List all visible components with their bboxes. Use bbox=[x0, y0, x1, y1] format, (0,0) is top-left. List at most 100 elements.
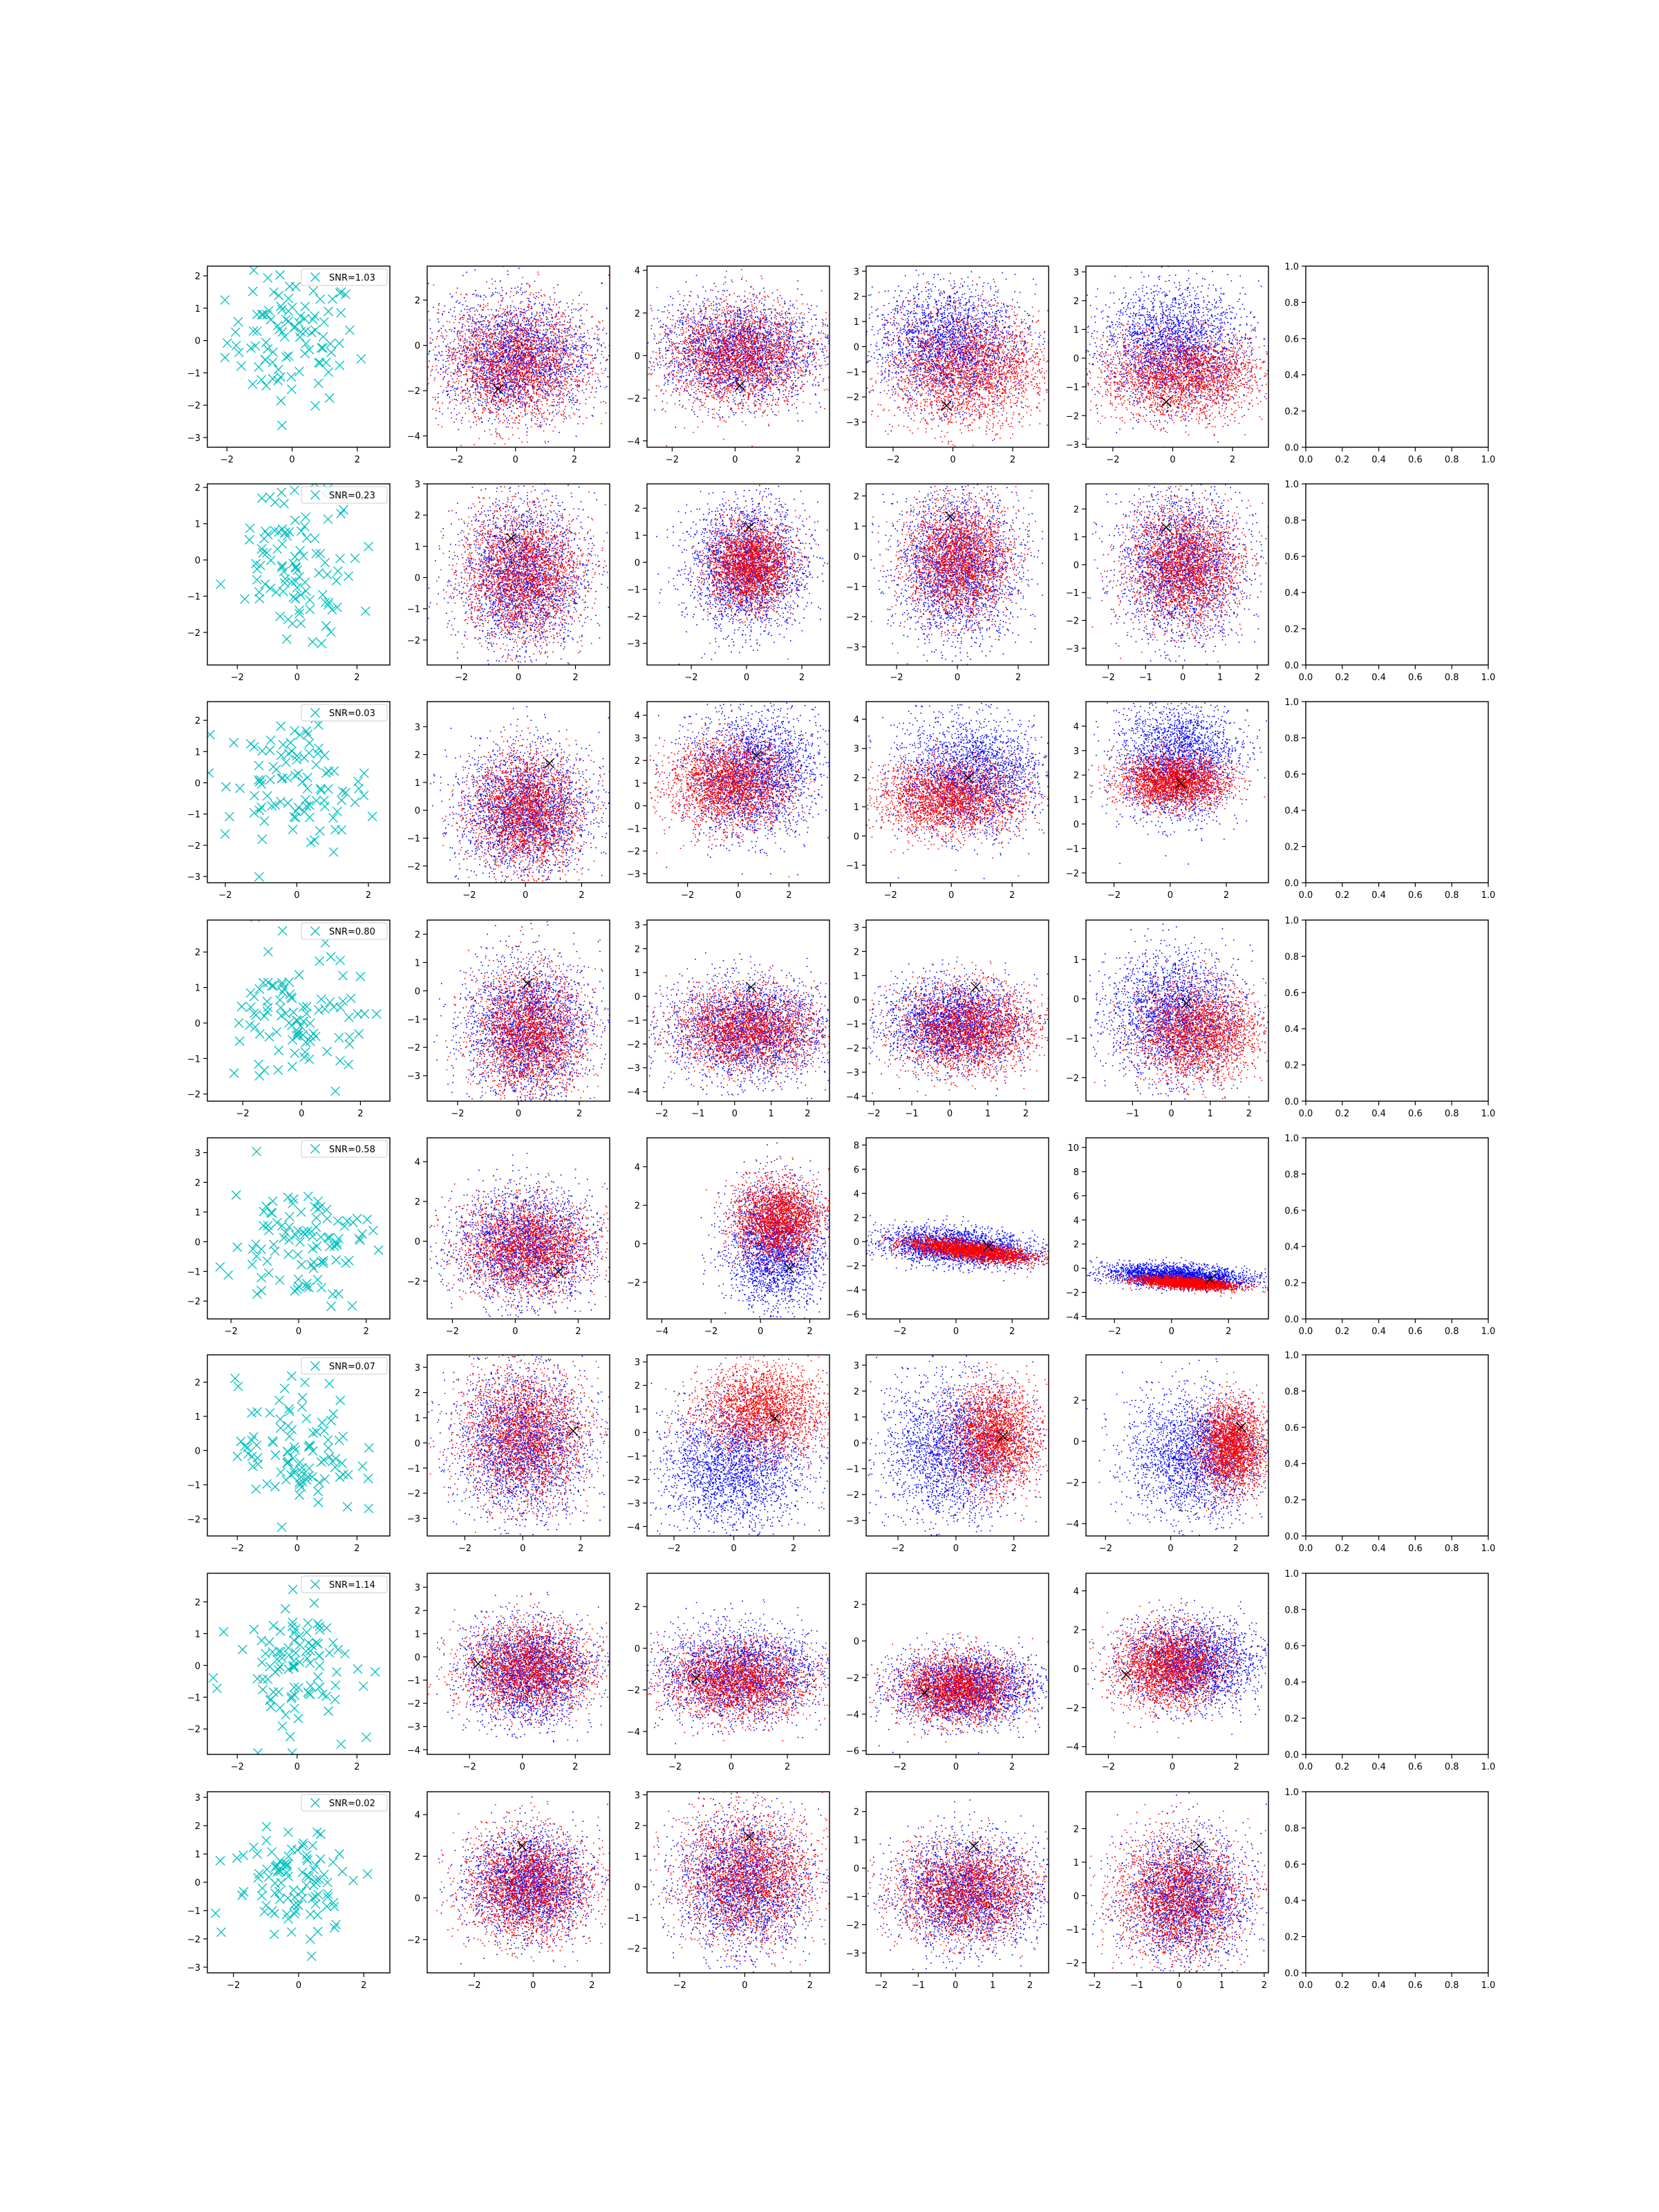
y-tick-label: 0 bbox=[415, 1438, 420, 1449]
data-point-x bbox=[283, 532, 292, 541]
y-tick-label: −1 bbox=[407, 834, 420, 845]
data-point-x bbox=[301, 1378, 310, 1387]
y-tick-label: 2 bbox=[635, 756, 640, 767]
x-tick-label: 2 bbox=[795, 455, 800, 465]
data-point-x bbox=[349, 693, 358, 702]
data-point-x bbox=[227, 906, 236, 915]
data-point-x bbox=[285, 977, 294, 986]
y-tick-label: −3 bbox=[187, 433, 200, 444]
x-tick-label: 0 bbox=[953, 1980, 958, 1991]
y-tick-label: 2 bbox=[854, 1600, 859, 1611]
data-point-x bbox=[205, 769, 214, 778]
data-point-x bbox=[269, 982, 278, 991]
data-point-x bbox=[254, 761, 263, 770]
data-point-x bbox=[252, 1485, 261, 1494]
y-tick-label: −1 bbox=[407, 1464, 420, 1474]
data-point-x bbox=[332, 576, 341, 585]
y-tick-label: 0 bbox=[1074, 820, 1079, 830]
x-tick-label: 0 bbox=[294, 1762, 300, 1772]
data-point-x bbox=[302, 1414, 311, 1423]
y-tick-label: −2 bbox=[407, 636, 420, 646]
data-point-x bbox=[276, 1003, 285, 1012]
data-point-x bbox=[265, 746, 274, 755]
data-point-x bbox=[277, 563, 286, 572]
x-tick-label: 0 bbox=[516, 1109, 521, 1119]
x-tick-label: −2 bbox=[867, 1109, 880, 1119]
data-point-x bbox=[234, 348, 243, 357]
y-tick-label: 3 bbox=[635, 1358, 640, 1368]
data-point-x bbox=[358, 1461, 367, 1470]
x-tick-label: 2 bbox=[786, 890, 791, 901]
y-tick-label: 2 bbox=[415, 1197, 420, 1208]
data-point-x bbox=[263, 1479, 272, 1488]
y-tick-label: −4 bbox=[1066, 1743, 1079, 1753]
y-tick-label: −2 bbox=[407, 1277, 420, 1287]
data-point-x bbox=[216, 1928, 225, 1937]
y-tick-label: −1 bbox=[627, 1913, 640, 1924]
data-point-x bbox=[331, 1920, 340, 1929]
center-marker bbox=[770, 1414, 780, 1423]
data-point-x bbox=[263, 1865, 272, 1874]
x-tick-label: 2 bbox=[354, 673, 359, 683]
data-point-x bbox=[276, 995, 285, 1004]
x-tick-label: 1 bbox=[1219, 1980, 1224, 1991]
x-tick-label: 1 bbox=[768, 1109, 774, 1119]
y-tick-label: 0 bbox=[854, 995, 859, 1006]
data-point-x bbox=[277, 305, 286, 314]
data-point-x bbox=[280, 499, 289, 508]
data-point-x bbox=[314, 379, 323, 388]
y-tick-label: 2 bbox=[195, 1378, 200, 1389]
data-point-x bbox=[290, 727, 299, 735]
y-tick-label: 1 bbox=[195, 1412, 200, 1423]
data-point-x bbox=[293, 1284, 302, 1293]
data-point-x bbox=[229, 1069, 238, 1078]
data-point-x bbox=[291, 1445, 300, 1454]
x-tick-label: 0.2 bbox=[1335, 1109, 1349, 1119]
data-point-x bbox=[260, 1907, 269, 1916]
y-tick-label: 1 bbox=[195, 984, 200, 994]
y-tick-label: 0.0 bbox=[1284, 443, 1299, 453]
data-point-x bbox=[272, 588, 281, 597]
y-tick-label: 0 bbox=[1074, 1665, 1079, 1675]
y-tick-label: 0.6 bbox=[1284, 770, 1299, 780]
data-point-x bbox=[265, 1638, 274, 1647]
x-tick-label: 0.6 bbox=[1408, 1544, 1423, 1554]
data-point-x bbox=[290, 1286, 299, 1295]
x-tick-label: 2 bbox=[572, 1762, 578, 1772]
y-tick-label: 1.0 bbox=[1284, 916, 1299, 926]
data-point-x bbox=[336, 1396, 345, 1405]
y-tick-label: 3 bbox=[195, 1148, 200, 1159]
y-tick-label: 0 bbox=[1074, 1891, 1079, 1902]
data-point-x bbox=[250, 992, 259, 1001]
data-point-x bbox=[252, 1290, 261, 1299]
x-tick-label: −2 bbox=[884, 890, 897, 901]
y-tick-label: 0 bbox=[415, 1894, 420, 1904]
data-point-x bbox=[260, 816, 269, 825]
data-point-x bbox=[310, 312, 319, 321]
y-tick-label: −2 bbox=[1066, 1288, 1079, 1299]
data-point-x bbox=[254, 1749, 263, 1758]
data-point-x bbox=[276, 302, 285, 311]
y-tick-label: 2 bbox=[1074, 297, 1079, 307]
x-tick-label: 0.8 bbox=[1445, 673, 1459, 683]
y-tick-label: 0.2 bbox=[1284, 1496, 1299, 1506]
data-point-x bbox=[276, 1627, 285, 1635]
panel-r1-c2: −2 0 2−4−202 bbox=[371, 240, 672, 465]
x-tick-label: 0 bbox=[953, 1327, 959, 1337]
data-point-x bbox=[238, 1891, 247, 1900]
x-tick-label: −2 bbox=[704, 1327, 718, 1337]
y-tick-label: −2 bbox=[1066, 869, 1079, 879]
y-tick-label: −2 bbox=[846, 1490, 859, 1501]
x-tick-label: 0 bbox=[1168, 1109, 1174, 1119]
x-tick-label: 0 bbox=[520, 1544, 525, 1554]
data-point-x bbox=[223, 339, 232, 348]
data-point-x bbox=[364, 542, 373, 551]
y-tick-label: −1 bbox=[187, 1906, 200, 1917]
data-point-x bbox=[348, 1302, 357, 1311]
x-tick-label: 1 bbox=[1217, 673, 1223, 683]
x-tick-label: −2 bbox=[666, 455, 679, 465]
data-point-x bbox=[313, 1672, 322, 1681]
y-tick-label: −1 bbox=[627, 1452, 640, 1462]
